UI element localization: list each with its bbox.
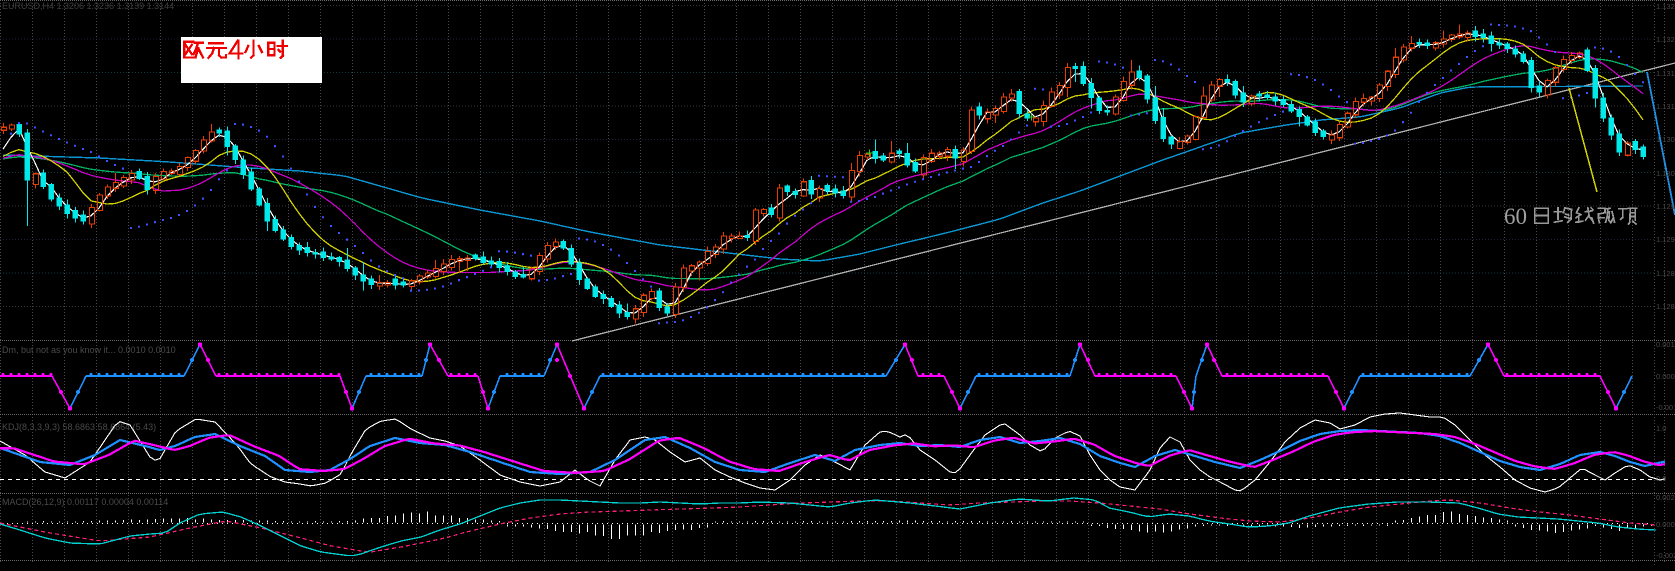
svg-text:1.13160: 1.13160 [1656,69,1675,78]
svg-text:1.13110: 1.13110 [1656,102,1675,111]
svg-text:1.13210: 1.13210 [1656,35,1675,44]
svg-text:1.12960: 1.12960 [1656,202,1675,211]
svg-text:-0.0010: -0.0010 [1656,403,1675,412]
svg-text:MACD(26,12,9) 0.00117 0.0000: MACD(26,12,9) 0.00117 0.00004 0.00114 [2,497,168,507]
svg-text:EURUSD,H4 1.3206 1.3236 1.313: EURUSD,H4 1.3206 1.3236 1.3139 1.3144 [2,1,174,11]
svg-text:60: 60 [1504,204,1527,229]
svg-text:1.0: 1.0 [1656,424,1666,433]
svg-text:KDJ(8,3,3,9,3) 58.6863 58.6864: KDJ(8,3,3,9,3) 58.6863 58.6864 (5.43) [2,422,156,432]
svg-text:0.0000: 0.0000 [1656,372,1675,381]
svg-text:1.13060: 1.13060 [1656,135,1675,144]
svg-text:Dm, but not as you know it...: Dm, but not as you know it... 0.0010 0.0… [2,345,176,355]
svg-text:1.13010: 1.13010 [1656,169,1675,178]
svg-text:1.13260: 1.13260 [1656,2,1675,11]
svg-text:0.0000: 0.0000 [1656,520,1675,529]
svg-text:1.12810: 1.12810 [1656,302,1675,311]
svg-text:0.0: 0.0 [1656,474,1666,483]
svg-text:1.12860: 1.12860 [1656,269,1675,278]
svg-text:0.0010: 0.0010 [1656,340,1675,349]
svg-text:1.12910: 1.12910 [1656,235,1675,244]
